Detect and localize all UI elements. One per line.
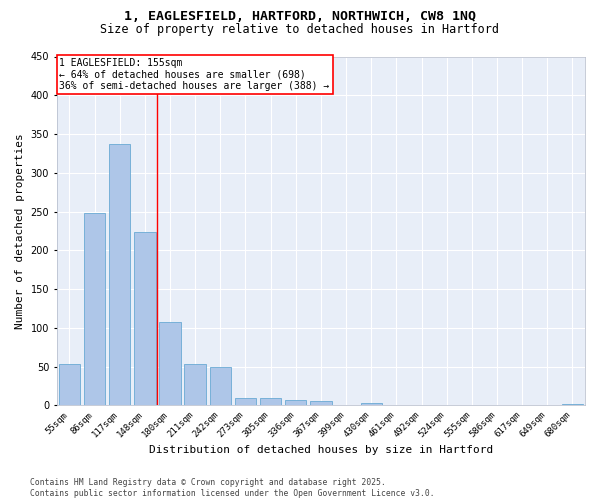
Bar xyxy=(361,403,382,406)
Bar xyxy=(285,400,307,406)
X-axis label: Distribution of detached houses by size in Hartford: Distribution of detached houses by size … xyxy=(149,445,493,455)
Bar xyxy=(184,364,206,406)
Bar xyxy=(310,401,332,406)
Bar xyxy=(59,364,80,406)
Bar xyxy=(160,322,181,406)
Bar xyxy=(109,144,130,406)
Bar xyxy=(562,404,583,406)
Bar xyxy=(84,213,105,406)
Bar xyxy=(235,398,256,406)
Text: 1, EAGLESFIELD, HARTFORD, NORTHWICH, CW8 1NQ: 1, EAGLESFIELD, HARTFORD, NORTHWICH, CW8… xyxy=(124,10,476,23)
Text: 1 EAGLESFIELD: 155sqm
← 64% of detached houses are smaller (698)
36% of semi-det: 1 EAGLESFIELD: 155sqm ← 64% of detached … xyxy=(59,58,330,92)
Bar xyxy=(134,232,155,406)
Text: Size of property relative to detached houses in Hartford: Size of property relative to detached ho… xyxy=(101,22,499,36)
Text: Contains HM Land Registry data © Crown copyright and database right 2025.
Contai: Contains HM Land Registry data © Crown c… xyxy=(30,478,434,498)
Y-axis label: Number of detached properties: Number of detached properties xyxy=(15,133,25,329)
Bar xyxy=(209,366,231,406)
Bar xyxy=(260,398,281,406)
